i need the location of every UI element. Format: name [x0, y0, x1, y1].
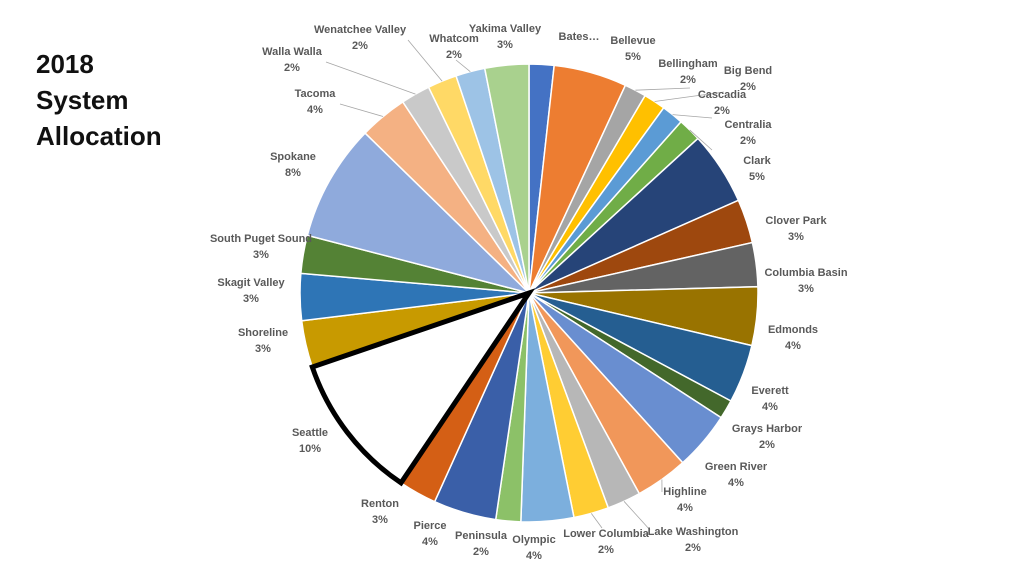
- slice-percent-pierce: 4%: [422, 536, 438, 548]
- leader-line-bellingham: [635, 87, 691, 91]
- pie-slice-spokane: [306, 131, 532, 295]
- slide-title-line-1: 2018: [36, 49, 94, 79]
- slice-percent-highline: 4%: [677, 502, 693, 514]
- slide-title-line-3: Allocation: [36, 121, 162, 151]
- slice-percent-tacoma: 4%: [307, 104, 323, 116]
- slice-percent-whatcom: 2%: [446, 49, 462, 61]
- slice-percent-olympic: 4%: [526, 550, 542, 562]
- slice-percent-walla-walla: 2%: [284, 62, 300, 74]
- slice-percent-cascadia: 2%: [714, 105, 730, 117]
- slice-percent-renton: 3%: [372, 514, 388, 526]
- slice-percent-lake-washington: 2%: [685, 542, 701, 554]
- slice-label-cascadia: Cascadia: [698, 89, 747, 101]
- slice-label-bates: Bates…: [559, 31, 600, 43]
- leader-line-centralia: [689, 129, 713, 151]
- slice-percent-everett: 4%: [762, 401, 778, 413]
- leader-line-lake-washington: [623, 501, 651, 531]
- slice-label-edmonds: Edmonds: [768, 324, 818, 336]
- leader-line-walla-walla: [325, 61, 416, 95]
- highlight-outline: [309, 288, 536, 487]
- slice-label-seattle: Seattle: [292, 427, 328, 439]
- pie-slice-yakima-valley: [483, 63, 530, 294]
- slice-percent-bellevue: 5%: [625, 51, 641, 63]
- slice-label-grays-harbor: Grays Harbor: [732, 423, 803, 435]
- slice-label-bellingham: Bellingham: [658, 58, 718, 70]
- slice-label-clark: Clark: [743, 155, 771, 167]
- slice-percent-seattle: 10%: [299, 443, 321, 455]
- slice-percent-centralia: 2%: [740, 135, 756, 147]
- slice-percent-yakima-valley: 3%: [497, 39, 513, 51]
- slice-percent-spokane: 8%: [285, 167, 301, 179]
- pie-slices: [299, 63, 759, 523]
- slice-label-centralia: Centralia: [724, 119, 772, 131]
- slice-percent-green-river: 4%: [728, 477, 744, 489]
- slice-label-highline: Highline: [663, 486, 706, 498]
- slice-percent-south-puget-sound: 3%: [253, 249, 269, 261]
- leader-line-lower-columbia: [590, 513, 603, 529]
- slice-percent-clover-park: 3%: [788, 231, 804, 243]
- slice-percent-wenatchee-valley: 2%: [352, 40, 368, 52]
- slice-label-wenatchee-valley: Wenatchee Valley: [314, 24, 407, 36]
- slice-label-bellevue: Bellevue: [610, 35, 655, 47]
- slice-percent-lower-columbia: 2%: [598, 544, 614, 556]
- slice-label-whatcom: Whatcom: [429, 33, 479, 45]
- slice-label-yakima-valley: Yakima Valley: [469, 23, 542, 35]
- slice-label-green-river: Green River: [705, 461, 768, 473]
- slice-percent-peninsula: 2%: [473, 546, 489, 558]
- slice-percent-grays-harbor: 2%: [759, 439, 775, 451]
- slice-label-skagit-valley: Skagit Valley: [217, 277, 285, 289]
- slide-title: 2018 System Allocation: [36, 46, 162, 154]
- slice-label-big-bend: Big Bend: [724, 65, 772, 77]
- slice-label-shoreline: Shoreline: [238, 327, 288, 339]
- highlight-slice-outline: [309, 288, 536, 487]
- leader-lines: [325, 39, 725, 531]
- leader-line-wenatchee-valley: [407, 39, 443, 82]
- slice-percent-skagit-valley: 3%: [243, 293, 259, 305]
- slice-label-peninsula: Peninsula: [455, 530, 508, 542]
- slice-label-spokane: Spokane: [270, 151, 316, 163]
- slice-label-lower-columbia: Lower Columbia: [563, 528, 649, 540]
- slice-percent-edmonds: 4%: [785, 340, 801, 352]
- leader-line-tacoma: [339, 103, 384, 117]
- slice-percent-big-bend: 2%: [740, 81, 756, 93]
- leader-line-whatcom: [455, 59, 471, 73]
- slice-percent-bellingham: 2%: [680, 74, 696, 86]
- slice-label-walla-walla: Walla Walla: [262, 46, 323, 58]
- leader-line-cascadia: [672, 114, 713, 119]
- slice-label-everett: Everett: [751, 385, 789, 397]
- slice-label-lake-washington: Lake Washington: [648, 526, 739, 538]
- slice-label-columbia-basin: Columbia Basin: [764, 267, 847, 279]
- slice-percent-clark: 5%: [749, 171, 765, 183]
- slice-label-olympic: Olympic: [512, 534, 555, 546]
- leader-line-big-bend: [654, 91, 725, 102]
- slice-percent-shoreline: 3%: [255, 343, 271, 355]
- slice-label-clover-park: Clover Park: [765, 215, 827, 227]
- slice-percent-columbia-basin: 3%: [798, 283, 814, 295]
- slice-label-south-puget-sound: South Puget Sound: [210, 233, 312, 245]
- slice-label-pierce: Pierce: [413, 520, 446, 532]
- slide-title-line-2: System: [36, 85, 129, 115]
- slice-label-renton: Renton: [361, 498, 399, 510]
- slice-label-tacoma: Tacoma: [295, 88, 337, 100]
